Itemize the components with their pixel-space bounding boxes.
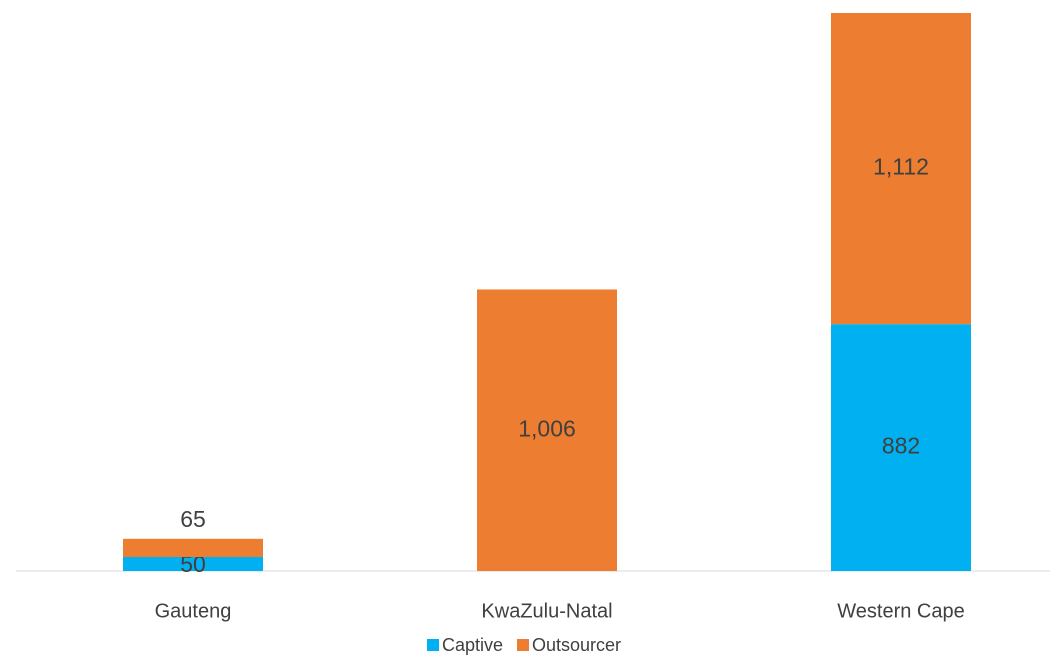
x-tick-label: Gauteng <box>155 600 232 622</box>
bar-segment <box>831 324 971 571</box>
x-tick-label: Western Cape <box>837 600 964 622</box>
data-label: 1,006 <box>518 415 576 441</box>
legend-swatch <box>427 639 439 651</box>
bar-segment <box>123 538 263 558</box>
legend-label: Captive <box>442 635 503 655</box>
legend-swatch <box>517 639 529 651</box>
bar-segment <box>123 557 263 571</box>
bar-segment <box>831 13 971 325</box>
x-tick-label: KwaZulu-Natal <box>481 600 612 622</box>
bar-segment <box>477 289 617 571</box>
legend-label: Outsourcer <box>532 635 621 655</box>
data-label: 65 <box>180 506 206 532</box>
data-label: 1,112 <box>873 154 929 180</box>
data-label: 882 <box>882 433 920 459</box>
